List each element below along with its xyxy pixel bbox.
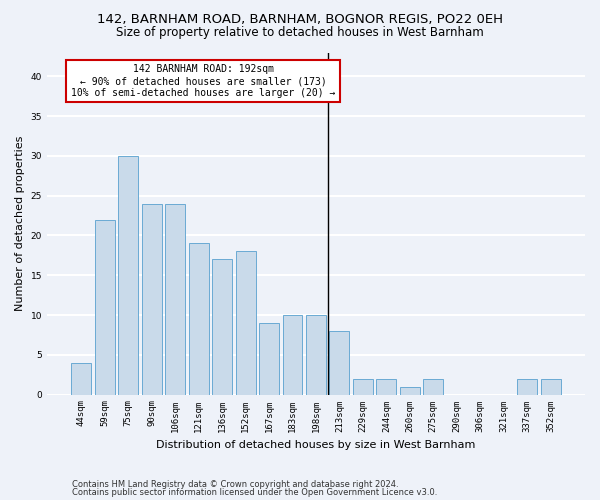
Bar <box>283 315 302 394</box>
Bar <box>353 378 373 394</box>
Bar <box>400 386 420 394</box>
Text: Size of property relative to detached houses in West Barnham: Size of property relative to detached ho… <box>116 26 484 39</box>
Bar <box>118 156 138 394</box>
Bar <box>259 323 279 394</box>
Bar <box>71 362 91 394</box>
Text: Contains public sector information licensed under the Open Government Licence v3: Contains public sector information licen… <box>72 488 437 497</box>
Bar <box>423 378 443 394</box>
Text: 142 BARNHAM ROAD: 192sqm
← 90% of detached houses are smaller (173)
10% of semi-: 142 BARNHAM ROAD: 192sqm ← 90% of detach… <box>71 64 335 98</box>
Bar <box>95 220 115 394</box>
Text: Contains HM Land Registry data © Crown copyright and database right 2024.: Contains HM Land Registry data © Crown c… <box>72 480 398 489</box>
Bar <box>188 244 209 394</box>
Text: 142, BARNHAM ROAD, BARNHAM, BOGNOR REGIS, PO22 0EH: 142, BARNHAM ROAD, BARNHAM, BOGNOR REGIS… <box>97 12 503 26</box>
Bar <box>517 378 537 394</box>
Bar <box>376 378 397 394</box>
Bar <box>165 204 185 394</box>
Bar <box>306 315 326 394</box>
X-axis label: Distribution of detached houses by size in West Barnham: Distribution of detached houses by size … <box>156 440 476 450</box>
Bar <box>236 252 256 394</box>
Bar <box>142 204 162 394</box>
Y-axis label: Number of detached properties: Number of detached properties <box>15 136 25 311</box>
Bar <box>212 260 232 394</box>
Bar <box>541 378 560 394</box>
Bar <box>329 331 349 394</box>
